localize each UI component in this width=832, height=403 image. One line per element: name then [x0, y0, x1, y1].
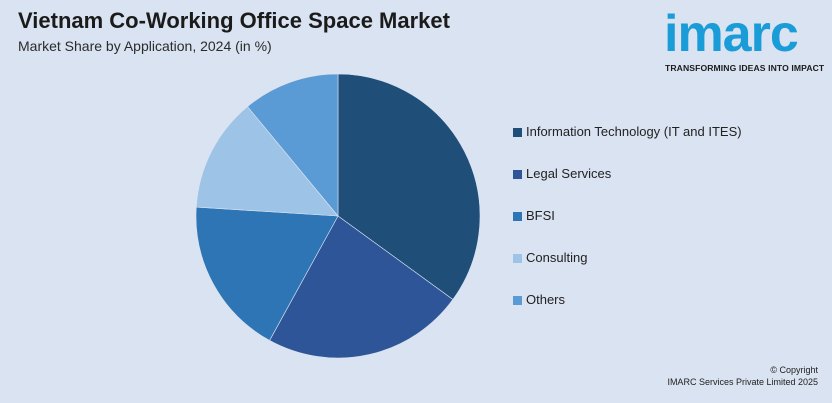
legend-item-1: Legal Services [513, 166, 813, 208]
legend-label-3: Consulting [526, 250, 588, 265]
legend-label-2: BFSI [526, 208, 555, 223]
chart-subtitle: Market Share by Application, 2024 (in %) [18, 38, 272, 54]
legend-item-0: Information Technology (IT and ITES) [513, 124, 813, 166]
legend-item-4: Others [513, 292, 813, 334]
chart-legend: Information Technology (IT and ITES) Lega… [513, 124, 813, 334]
copyright-line-2: IMARC Services Private Limited 2025 [667, 377, 818, 387]
legend-item-2: BFSI [513, 208, 813, 250]
legend-item-3: Consulting [513, 250, 813, 292]
legend-label-1: Legal Services [526, 166, 612, 181]
pie-slice-4 [247, 73, 339, 217]
legend-swatch-4 [513, 296, 522, 305]
legend-swatch-0 [513, 128, 522, 137]
pie-slice-0 [337, 73, 481, 300]
legend-swatch-3 [513, 254, 522, 263]
logo-wordmark: imarc [664, 5, 799, 63]
legend-label-0: Information Technology (IT and ITES) [526, 124, 742, 139]
legend-label-4: Others [526, 292, 566, 307]
pie-slice-2 [195, 206, 339, 341]
legend-swatch-2 [513, 212, 522, 221]
chart-title: Vietnam Co-Working Office Space Market [18, 8, 450, 33]
imarc-logo: imarc TRANSFORMING IDEAS INTO IMPACT [664, 4, 824, 76]
copyright-line-1: © Copyright [770, 365, 818, 375]
logo-tagline: TRANSFORMING IDEAS INTO IMPACT [665, 63, 825, 73]
pie-slice-3 [195, 106, 339, 217]
pie-slice-1 [269, 215, 454, 359]
copyright: © Copyright IMARC Services Private Limit… [667, 364, 818, 388]
legend-swatch-1 [513, 170, 522, 179]
